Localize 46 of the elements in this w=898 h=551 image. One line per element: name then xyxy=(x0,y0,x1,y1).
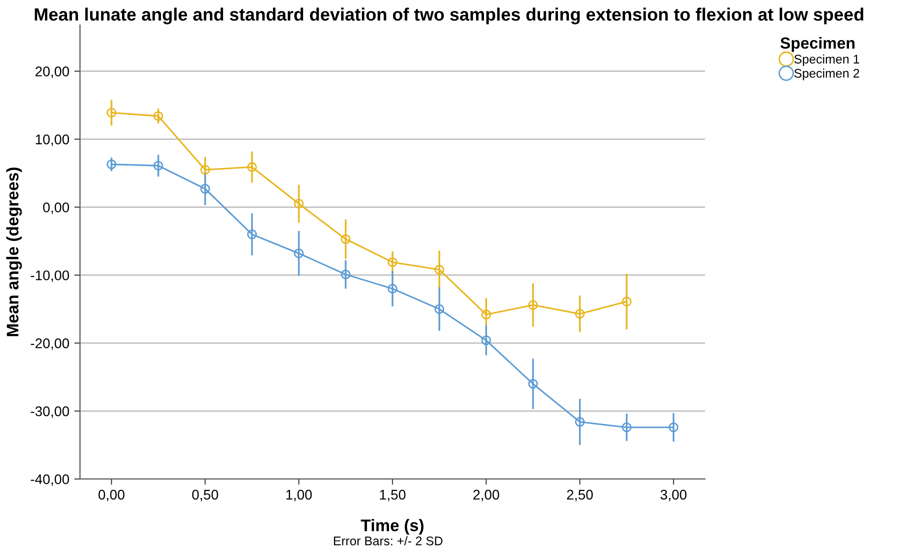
point xyxy=(481,310,492,320)
point xyxy=(294,248,304,258)
x-tick-label: 0,00 xyxy=(98,490,124,502)
chart-title: Mean lunate angle and standard deviation of two samples during extension to flexion at low speed xyxy=(34,8,864,24)
point xyxy=(574,308,585,319)
point xyxy=(247,162,257,172)
point xyxy=(200,164,210,175)
point xyxy=(574,417,585,427)
y-tick-label: 20,00 xyxy=(36,66,70,78)
point xyxy=(153,111,164,121)
point xyxy=(528,378,538,389)
y-tick-label: 0,00 xyxy=(43,202,70,214)
x-tick-label: 0,50 xyxy=(192,490,218,502)
legend-label: Specimen 1 xyxy=(794,54,860,66)
x-axis-title: Time (s) xyxy=(360,519,424,535)
y-tick-label: -20,00 xyxy=(30,338,70,350)
y-axis-title: Mean angle (degrees) xyxy=(6,168,22,336)
point xyxy=(106,159,116,170)
point xyxy=(622,422,632,432)
x-tick-label: 1,50 xyxy=(380,490,406,502)
x-tick-label: 1,00 xyxy=(286,490,312,502)
point xyxy=(434,304,444,314)
point xyxy=(622,296,632,306)
text: Error Bars: +/- 2 SD xyxy=(334,536,442,546)
legend-title: Specimen xyxy=(780,37,854,52)
point xyxy=(528,300,538,310)
x-tick-label: 2,50 xyxy=(567,490,593,502)
y-tick-label: -40,00 xyxy=(30,474,70,486)
point xyxy=(340,234,351,244)
legend-label: Specimen 2 xyxy=(794,68,860,80)
point xyxy=(481,335,492,346)
point xyxy=(388,257,398,268)
point xyxy=(668,422,678,432)
y-tick-label: -10,00 xyxy=(30,270,70,282)
point xyxy=(340,270,351,280)
y-tick-label: 10,00 xyxy=(36,134,70,146)
y-tick-label: -30,00 xyxy=(30,406,70,418)
x-tick-label: 3,00 xyxy=(660,490,686,502)
point xyxy=(434,264,444,275)
x-tick-label: 2,00 xyxy=(473,490,500,502)
point xyxy=(388,284,398,294)
point xyxy=(294,198,304,209)
point xyxy=(153,160,164,171)
point xyxy=(247,229,257,240)
point xyxy=(106,108,116,118)
point xyxy=(200,184,210,194)
